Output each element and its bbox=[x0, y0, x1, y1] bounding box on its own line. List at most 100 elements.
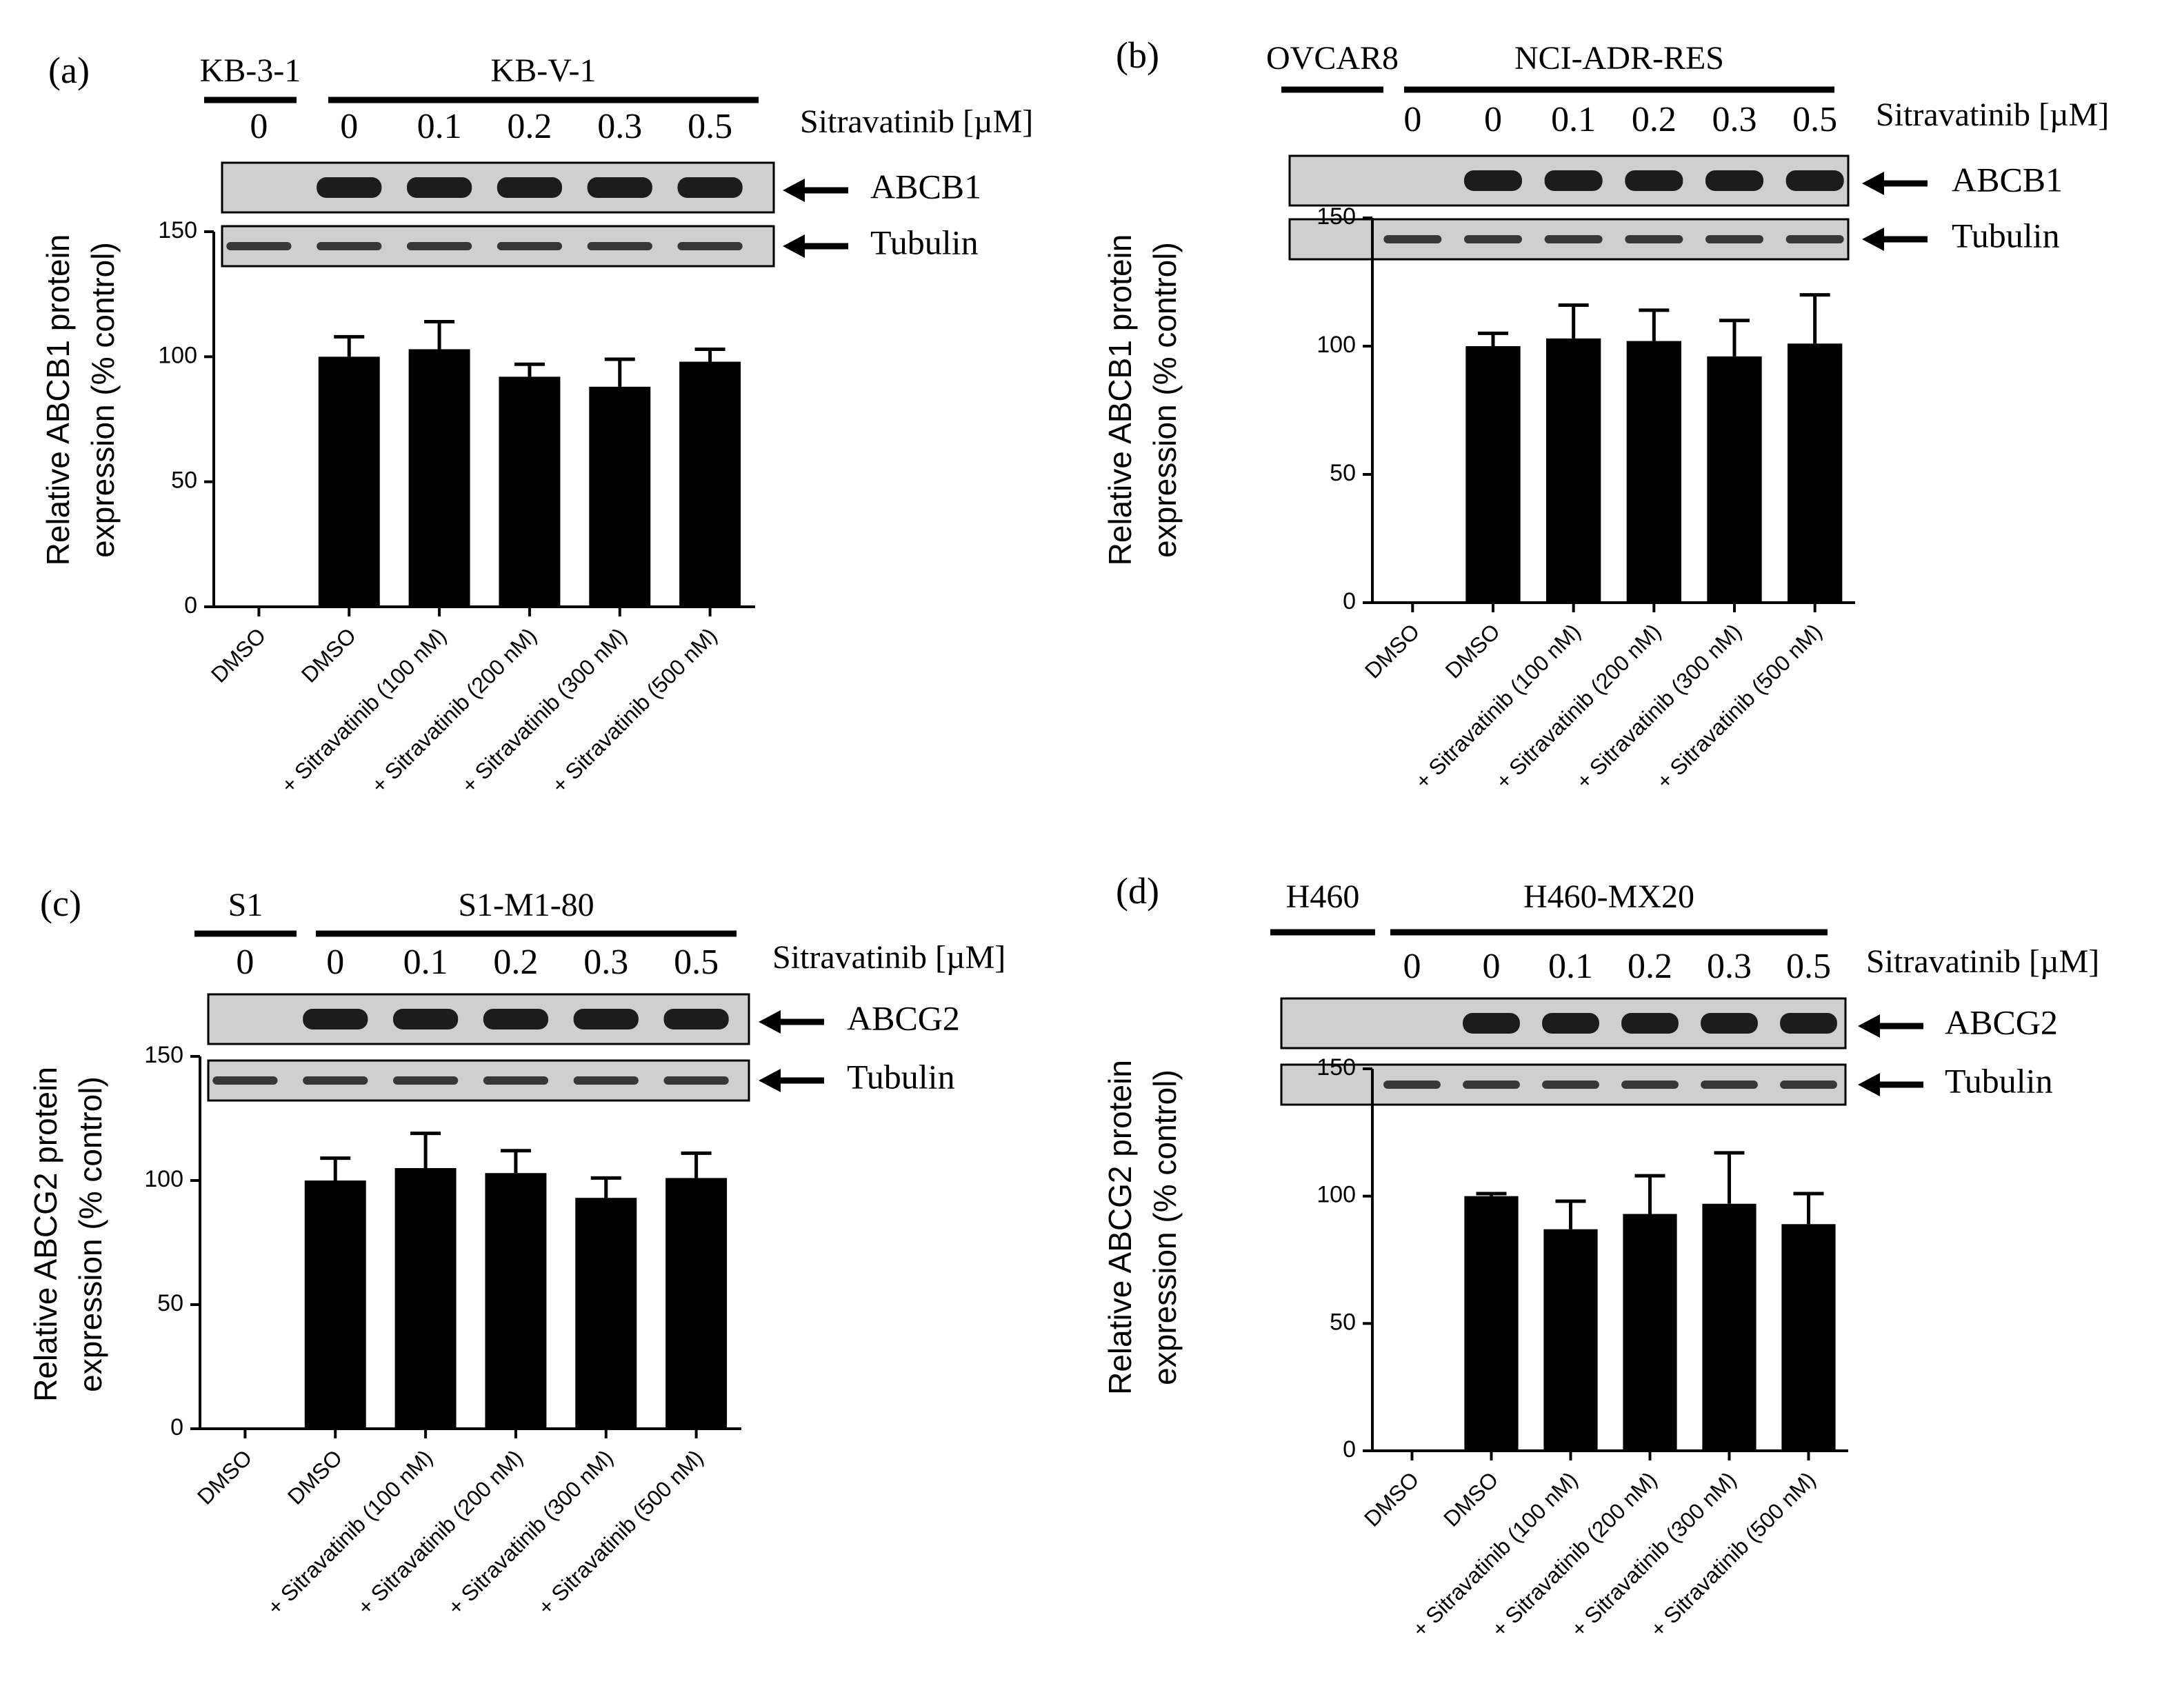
bar bbox=[1464, 1196, 1519, 1451]
y-axis-title-line2: expression (% control) bbox=[72, 1076, 108, 1392]
concentration-label: 0.3 bbox=[583, 943, 628, 982]
x-tick-label: DMSO bbox=[1441, 619, 1505, 683]
tubulin-band bbox=[212, 1076, 278, 1085]
y-axis-title-line1: Relative ABCB1 protein bbox=[1102, 234, 1138, 566]
x-tick-label: + Sitravatinib (300 nM) bbox=[457, 623, 632, 798]
bar bbox=[1702, 1203, 1756, 1451]
panel-label: (c) bbox=[40, 883, 81, 924]
protein-label: ABCB1 bbox=[1952, 160, 2063, 199]
protein-band bbox=[497, 177, 563, 198]
concentration-label: 0 bbox=[1484, 100, 1502, 139]
y-tick-label: 0 bbox=[170, 1414, 183, 1440]
y-tick-label: 50 bbox=[1330, 1309, 1356, 1335]
loading-control-label: Tubulin bbox=[1952, 216, 2060, 254]
tubulin-band bbox=[573, 1076, 639, 1085]
concentration-label: 0.3 bbox=[597, 107, 642, 146]
x-tick-label: + Sitravatinib (500 nM) bbox=[533, 1445, 708, 1620]
protein-label: ABCG2 bbox=[1945, 1003, 2058, 1041]
concentration-label: 0 bbox=[1483, 947, 1501, 986]
concentration-label: 0.5 bbox=[1786, 947, 1831, 986]
tubulin-band bbox=[483, 1076, 549, 1085]
x-tick-label: + Sitravatinib (100 nM) bbox=[1410, 619, 1585, 794]
y-axis-title-line2: expression (% control) bbox=[85, 242, 121, 558]
loading-control-label: Tubulin bbox=[870, 223, 979, 261]
x-tick-label: + Sitravatinib (200 nM) bbox=[366, 623, 541, 798]
y-tick-label: 100 bbox=[1317, 332, 1356, 358]
panel-label: (a) bbox=[48, 50, 90, 91]
protein-band bbox=[573, 1009, 639, 1029]
y-tick-label: 150 bbox=[144, 1042, 183, 1068]
x-tick-label: DMSO bbox=[283, 1445, 347, 1509]
bar bbox=[1707, 356, 1762, 603]
tubulin-band bbox=[1621, 1081, 1679, 1089]
y-tick-label: 150 bbox=[1317, 1054, 1356, 1081]
x-tick-label: + Sitravatinib (500 nM) bbox=[1652, 619, 1827, 794]
bar bbox=[304, 1180, 366, 1429]
concentration-label: 0 bbox=[236, 943, 254, 982]
tubulin-band bbox=[1383, 1081, 1441, 1089]
resistant-cell-line-label: S1-M1-80 bbox=[458, 887, 594, 923]
arrow-head bbox=[759, 1069, 781, 1092]
bar bbox=[1626, 341, 1681, 603]
y-axis-title-line1: Relative ABCG2 protein bbox=[1102, 1060, 1138, 1395]
y-axis-title-line1: Relative ABCG2 protein bbox=[28, 1067, 63, 1402]
x-tick-label: + Sitravatinib (200 nM) bbox=[1491, 619, 1666, 794]
protein-band bbox=[1542, 1013, 1599, 1034]
tubulin-band bbox=[303, 1076, 368, 1085]
loading-control-label: Tubulin bbox=[847, 1057, 955, 1096]
concentration-label: 0.1 bbox=[1551, 100, 1596, 139]
loading-blot-strip bbox=[207, 1059, 750, 1102]
protein-band bbox=[392, 1009, 459, 1029]
concentration-header: Sitravatinib [µM] bbox=[772, 939, 1005, 976]
concentration-header: Sitravatinib [µM] bbox=[1866, 943, 2099, 980]
y-tick-label: 0 bbox=[184, 592, 197, 619]
resistant-cell-line-label: H460-MX20 bbox=[1523, 878, 1694, 915]
tubulin-band bbox=[1705, 235, 1763, 243]
protein-blot-strip bbox=[207, 993, 750, 1045]
y-tick-label: 50 bbox=[1330, 460, 1356, 486]
x-tick-label: + Sitravatinib (200 nM) bbox=[352, 1445, 528, 1620]
tubulin-band bbox=[1464, 235, 1522, 243]
bar bbox=[1781, 1224, 1836, 1451]
bar bbox=[665, 1178, 728, 1429]
tubulin-band bbox=[1780, 1081, 1837, 1089]
tubulin-arrow-icon bbox=[1858, 1073, 1923, 1096]
y-axis-title-line2: expression (% control) bbox=[1147, 1069, 1183, 1385]
y-axis-title-line2: expression (% control) bbox=[1147, 242, 1183, 558]
concentration-header: Sitravatinib [µM] bbox=[1876, 97, 2109, 133]
x-tick-label: DMSO bbox=[206, 623, 270, 687]
protein-arrow-icon bbox=[1862, 172, 1928, 195]
concentration-label: 0.1 bbox=[1548, 947, 1593, 986]
protein-band bbox=[1621, 1013, 1679, 1034]
y-tick-label: 0 bbox=[1343, 1436, 1356, 1463]
bar bbox=[589, 386, 651, 607]
protein-band bbox=[1625, 170, 1683, 191]
y-tick-label: 0 bbox=[1343, 588, 1356, 614]
x-tick-label: DMSO bbox=[1439, 1467, 1503, 1531]
panel-label: (d) bbox=[1116, 870, 1159, 912]
concentration-header: Sitravatinib [µM] bbox=[800, 103, 1033, 140]
concentration-label: 0.2 bbox=[493, 943, 538, 982]
resistant-cell-line-label: KB-V-1 bbox=[491, 52, 597, 89]
tubulin-band bbox=[497, 242, 563, 250]
chart-panel: (a) KB-3-1 KB-V-1 0 0 0.1 0.2 0.3 0.5 Sitravatini… bbox=[40, 50, 1033, 798]
tubulin-band bbox=[587, 242, 652, 250]
panel-label: (b) bbox=[1116, 34, 1159, 76]
protein-label: ABCB1 bbox=[870, 167, 981, 205]
protein-arrow-icon bbox=[783, 179, 848, 202]
concentration-label: 0.3 bbox=[1707, 947, 1752, 986]
protein-label: ABCG2 bbox=[847, 998, 960, 1037]
parental-cell-line-label: OVCAR8 bbox=[1266, 40, 1399, 77]
bar bbox=[1623, 1214, 1677, 1451]
x-tick-label: + Sitravatinib (500 nM) bbox=[1645, 1467, 1821, 1642]
bar bbox=[318, 356, 380, 607]
concentration-label: 0.1 bbox=[417, 107, 462, 146]
tubulin-arrow-icon bbox=[759, 1069, 824, 1092]
protein-band bbox=[1701, 1013, 1758, 1034]
tubulin-band bbox=[226, 242, 292, 250]
chart-panel: (b) OVCAR8 NCI-ADR-RES 0 0 0.1 0.2 0.3 0.5 Sitrav… bbox=[1102, 34, 2109, 794]
concentration-label: 0.5 bbox=[1792, 100, 1837, 139]
y-tick-label: 150 bbox=[1317, 203, 1356, 230]
bar bbox=[1465, 346, 1521, 603]
